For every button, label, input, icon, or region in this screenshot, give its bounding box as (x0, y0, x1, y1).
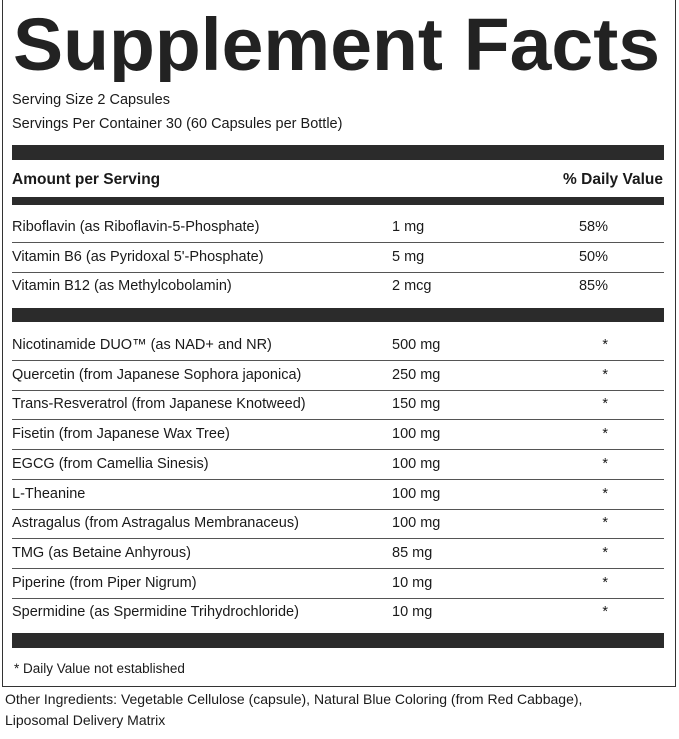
serving-size: Serving Size 2 Capsules (12, 92, 170, 108)
other-ingredients-line: Other Ingredients: Vegetable Cellulose (… (5, 691, 583, 707)
ingredient-name: Spermidine (as Spermidine Trihydrochlori… (12, 604, 299, 621)
daily-value-header: % Daily Value (563, 171, 663, 188)
ingredient-name: Vitamin B6 (as Pyridoxal 5'-Phosphate) (12, 248, 264, 265)
row-rule (12, 478, 664, 480)
title: Supplement Facts (13, 3, 660, 82)
daily-value: * (602, 337, 608, 353)
row-rule (12, 360, 664, 361)
ingredient-amount: 100 mg (392, 485, 441, 502)
ingredient-amount: 100 mg (392, 455, 441, 472)
ingredient-amount: 10 mg (392, 574, 433, 591)
daily-value: * (602, 604, 608, 621)
ingredient-amount: 10 mg (392, 604, 433, 621)
row-rule (12, 389, 664, 391)
ingredient-name: Vitamin B12 (as Methylcobolamin) (12, 278, 232, 294)
row-rule (12, 567, 664, 569)
ingredient-amount: 100 mg (392, 426, 441, 443)
row-rule (12, 419, 664, 421)
ingredient-amount: 150 mg (392, 396, 441, 413)
daily-value: 85% (578, 278, 608, 294)
ingredient-amount: 1 mg (392, 219, 425, 235)
row-rule (12, 508, 664, 510)
row-rule (12, 242, 664, 243)
ingredient-name: L-Theanine (12, 485, 86, 502)
ingredient-name: EGCG (from Camellia Sinesis) (12, 455, 209, 472)
servings-per-container: Servings Per Container 30 (60 Capsules p… (12, 116, 343, 132)
daily-value: * (602, 396, 608, 413)
ingredient-amount: 2 mcg (392, 278, 432, 294)
row-rule (12, 271, 664, 273)
label-border (2, 0, 676, 687)
other-ingredients-line: Liposomal Delivery Matrix (5, 712, 166, 728)
ingredient-amount: 100 mg (392, 515, 441, 532)
thick-bar (12, 145, 664, 160)
ingredient-amount: 250 mg (392, 366, 441, 383)
daily-value: * (602, 515, 608, 532)
footnote: * Daily Value not established (14, 661, 185, 676)
ingredient-amount: 5 mg (392, 248, 425, 265)
daily-value: * (602, 574, 608, 591)
ingredient-amount: 500 mg (392, 337, 441, 353)
medium-bar (12, 197, 664, 205)
ingredient-name: Riboflavin (as Riboflavin-5-Phosphate) (12, 219, 260, 235)
ingredient-name: Piperine (from Piper Nigrum) (12, 574, 197, 591)
thick-bar (12, 308, 664, 322)
ingredient-name: Quercetin (from Japanese Sophora japonic… (12, 366, 302, 383)
daily-value: * (602, 366, 608, 383)
daily-value: * (602, 485, 608, 502)
daily-value: * (602, 455, 608, 472)
row-rule (12, 538, 664, 540)
row-rule (12, 449, 664, 451)
ingredient-name: Fisetin (from Japanese Wax Tree) (12, 426, 230, 443)
daily-value: 58% (578, 219, 608, 235)
ingredient-name: Nicotinamide DUO™ (as NAD+ and NR) (12, 337, 272, 353)
ingredient-name: Trans-Resveratrol (from Japanese Knotwee… (12, 396, 306, 413)
ingredient-name: TMG (as Betaine Anhyrous) (12, 544, 191, 561)
ingredient-name: Astragalus (from Astragalus Membranaceus… (12, 515, 299, 532)
thick-bar (12, 633, 664, 648)
ingredient-amount: 85 mg (392, 544, 433, 561)
row-rule (12, 597, 664, 599)
daily-value: * (602, 426, 608, 443)
title-svg: Supplement Facts (13, 3, 660, 82)
amount-header: Amount per Serving (12, 171, 161, 188)
daily-value: 50% (578, 248, 608, 265)
daily-value: * (602, 544, 608, 561)
